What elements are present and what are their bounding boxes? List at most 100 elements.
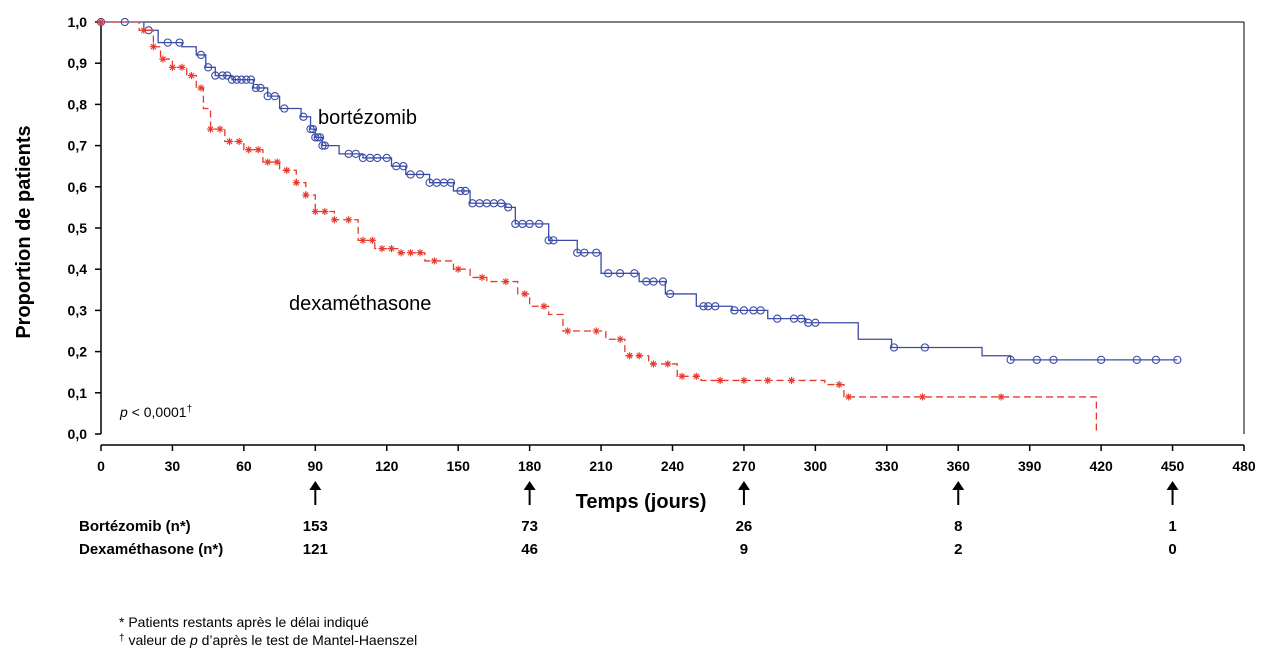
p-value-annotation: p < 0,0001† [119,404,192,420]
censor-mark [692,372,700,380]
censor-mark [845,393,853,401]
y-axis: 0,0 0,1 0,2 0,3 0,4 0,5 0,6 0,7 0,8 0,9 1,0 [68,14,101,442]
censor-mark [378,245,386,253]
x-tick-label: 0 [97,458,105,474]
footnote-1: * Patients restants après le délai indiq… [119,614,369,630]
censor-mark [237,75,246,84]
censor-mark [306,124,315,134]
censor-mark [223,71,232,80]
x-tick-label: 330 [875,458,899,474]
censor-mark [604,269,613,278]
censor-mark [235,137,243,146]
censor-mark [292,179,300,187]
censor-mark [197,84,205,92]
series-line [101,21,1098,434]
censor-mark [716,376,724,385]
x-tick-label: 60 [236,458,252,474]
censor-mark [1049,355,1058,364]
censor-mark [351,149,360,158]
censor-mark [308,124,318,134]
censor-mark [140,26,148,34]
censor-mark [665,289,675,299]
x-tick-label: 390 [1018,458,1042,474]
y-tick-label: 0,4 [68,261,88,277]
censor-mark [415,170,425,179]
x-tick-label: 120 [375,458,399,474]
censor-mark [359,236,367,244]
censor-mark [299,112,308,121]
series-line [101,21,1178,361]
censor-mark [163,38,172,47]
censor-mark [302,191,310,199]
footnote-2-text-a: valeur de [124,632,190,648]
censor-mark [430,257,438,265]
censor-mark [264,158,272,166]
censor-mark [227,75,237,84]
at-risk-value: 26 [736,518,753,535]
censor-mark [811,318,820,327]
censor-mark [496,199,506,208]
censor-mark [461,186,470,196]
censor-mark [159,55,167,63]
x-tick-label: 360 [947,458,971,474]
censor-mark [397,249,405,257]
at-risk-arrow-head [523,481,536,490]
censor-mark [740,376,748,385]
at-risk-arrows [309,481,1179,505]
at-risk-value: 46 [521,541,538,558]
censor-mark [1173,355,1182,364]
censor-mark [456,186,465,196]
censor-mark [246,75,256,84]
at-risk-value: 121 [303,541,328,558]
censor-mark [187,71,196,80]
censor-mark [678,372,686,380]
censor-mark [773,314,782,323]
censor-mark [1132,355,1141,364]
censor-mark [564,327,572,335]
censor-mark [835,380,843,389]
censor-mark [373,153,382,163]
series-label-bortezomib: bortézomib [318,107,417,129]
y-tick-label: 0,2 [68,344,88,360]
censor-mark [196,50,206,60]
censor-mark [502,277,510,286]
censor-mark [997,393,1005,401]
censor-mark [592,248,601,257]
censor-mark [796,314,806,323]
censor-mark [544,236,553,245]
censor-mark [270,92,279,101]
censor-mark [399,162,408,171]
censor-mark [580,248,589,257]
at-risk-arrow-head [309,481,322,490]
censor-mark [311,133,320,142]
x-axis-title: Temps (jours) [576,491,707,513]
censor-mark [273,158,281,166]
censor-mark [368,236,377,244]
censor-mark [787,376,796,385]
censor-mark [658,277,668,286]
x-tick-label: 420 [1089,458,1113,474]
plot-frame [100,21,1245,446]
censor-mark [699,302,708,311]
at-risk-arrow-head [1166,481,1179,490]
censor-mark [218,71,227,80]
y-axis-title: Proportion de patients [13,125,35,338]
censor-mark [175,38,184,47]
y-tick-label: 0,0 [68,426,88,442]
y-tick-label: 0,5 [68,220,88,236]
censor-mark [406,249,415,257]
at-risk-value: 73 [521,518,538,535]
censor-mark [254,146,262,154]
x-axis: 0 30 60 90 120 150 180 210 240 270 300 330 360 390 420… [97,445,1256,474]
at-risk-value: 8 [954,518,962,535]
censor-mark [318,141,327,150]
censor-mark [454,265,462,273]
x-tick-label: 180 [518,458,542,474]
censor-mark [232,75,241,84]
censor-mark [446,178,456,187]
series-dexamethasone [97,18,1098,434]
censor-mark [1032,355,1041,364]
footnote-2-text-b: d’après le test de Mantel-Haenszel [197,632,418,648]
series-label-dexamethasone: dexaméthasone [289,293,431,315]
at-risk-value: 153 [303,518,328,535]
